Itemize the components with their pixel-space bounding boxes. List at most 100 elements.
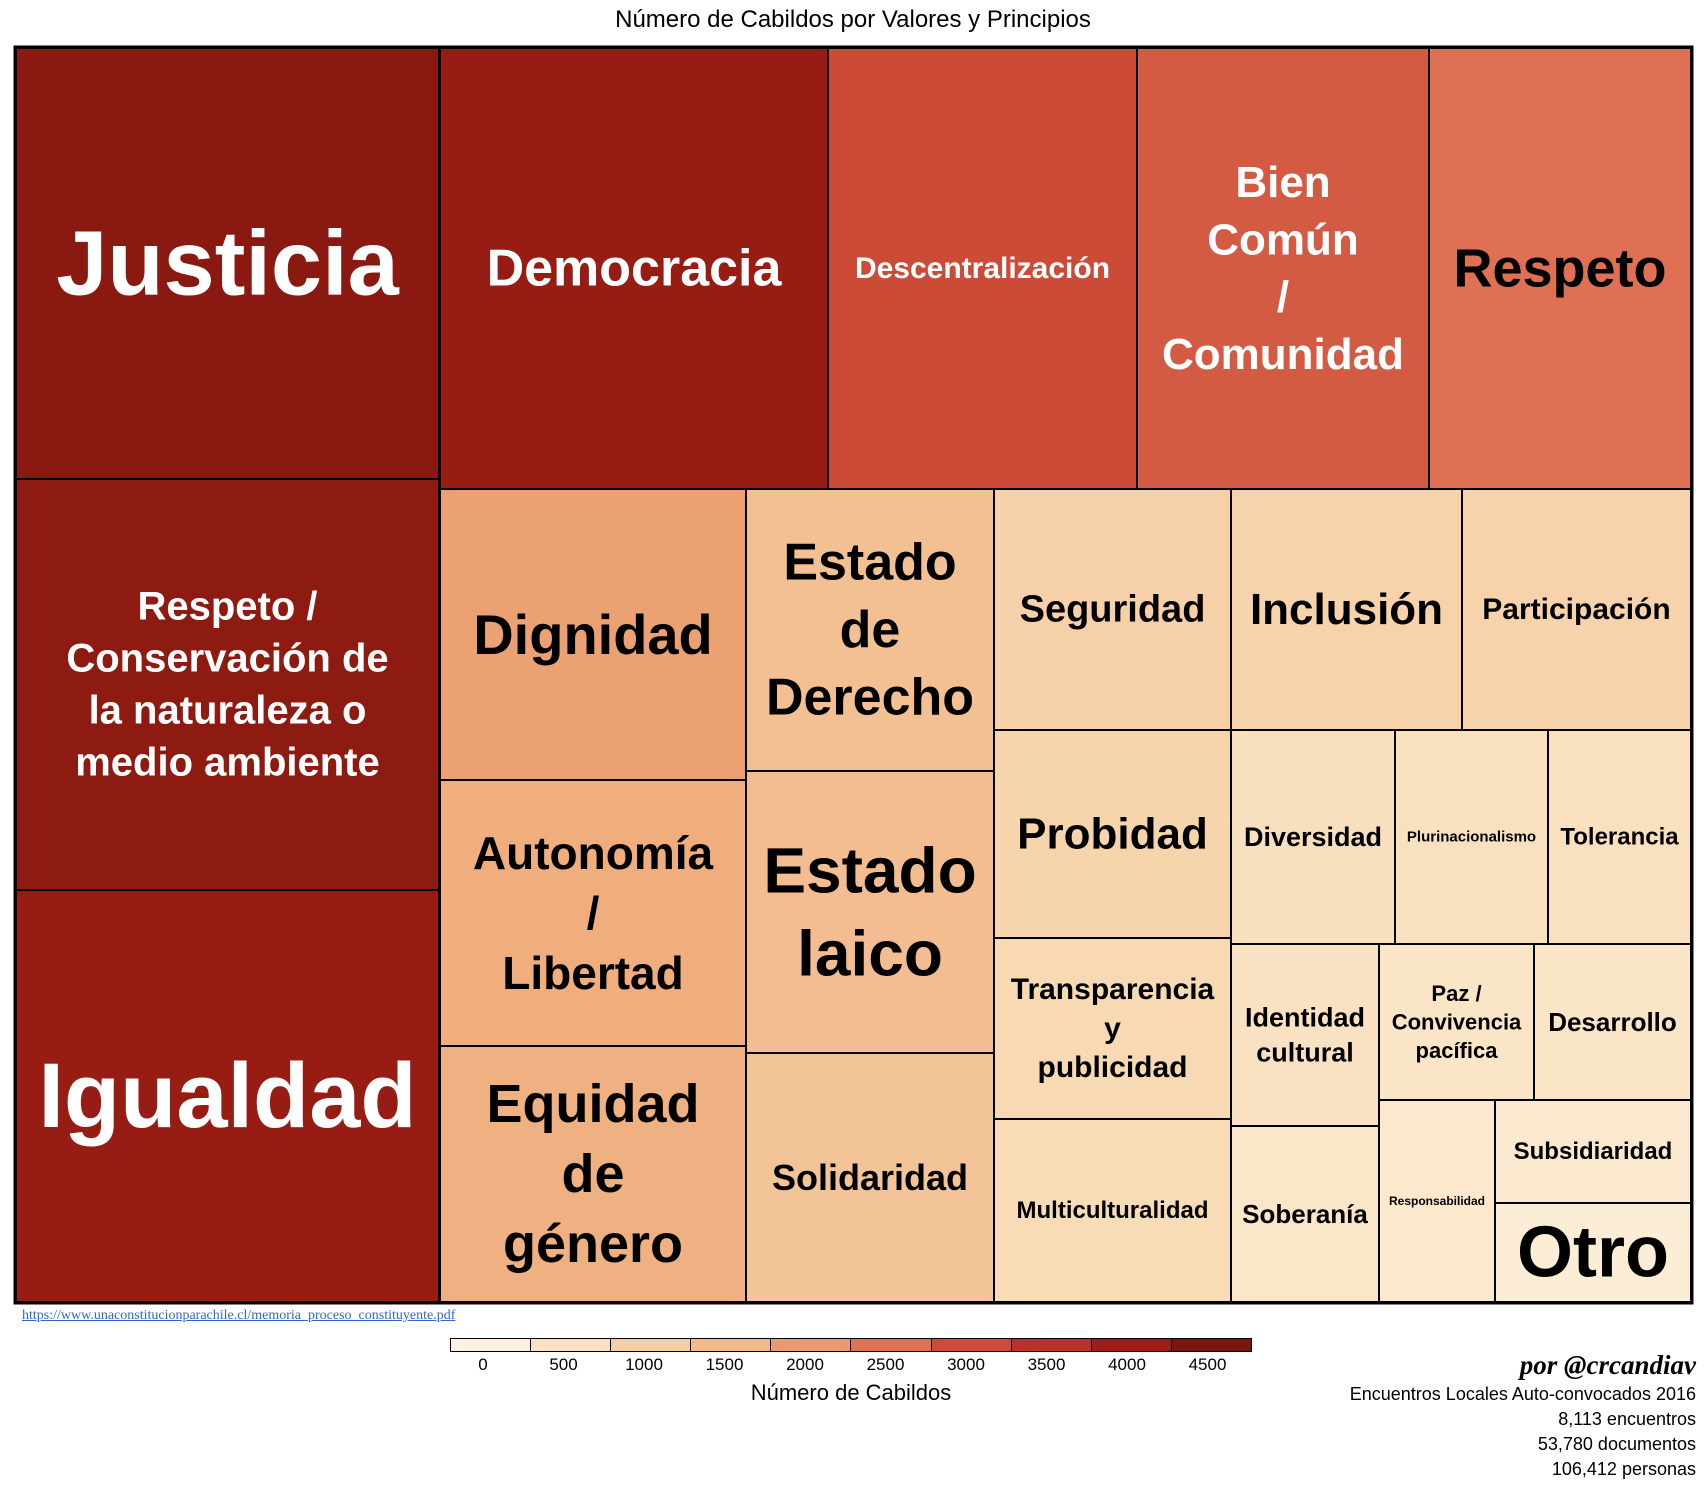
treemap-cell-label: Solidaridad: [772, 1157, 968, 1198]
treemap-cell-label: Derecho: [766, 669, 974, 727]
chart-title: Número de Cabildos por Valores y Princip…: [615, 6, 1091, 33]
treemap-cell: Democracia: [439, 47, 829, 490]
legend-swatch: [1011, 1339, 1092, 1351]
legend-color-bar: [450, 1338, 1252, 1352]
treemap-cell-label: Identidad: [1245, 1002, 1365, 1032]
treemap-cell-label: Democracia: [487, 240, 783, 298]
legend-tick-label: 1000: [625, 1355, 663, 1374]
legend-swatch: [691, 1339, 772, 1351]
treemap-cell-label: Respeto: [1453, 239, 1666, 299]
treemap-cell-rect: [1378, 943, 1535, 1101]
treemap-cell: Autonomía / Libertad: [439, 779, 747, 1047]
treemap-cell-rect: [15, 478, 440, 891]
legend-swatch: [771, 1339, 852, 1351]
treemap-cell-label: y: [1104, 1012, 1121, 1045]
treemap-cell-rect: [745, 770, 995, 1054]
treemap-cell: Desarrollo: [1533, 943, 1692, 1101]
treemap-cell-label: Bien: [1235, 158, 1330, 207]
treemap-cell: Bien Común / Comunidad: [1136, 47, 1430, 490]
treemap-cell: Estado de Derecho: [745, 488, 995, 772]
treemap: Justicia Democracia Respeto / Conservación …: [13, 45, 1694, 1305]
treemap-cell-label: Estado: [763, 834, 976, 906]
treemap-cell-label: cultural: [1256, 1038, 1354, 1068]
treemap-cell-label: publicidad: [1038, 1051, 1188, 1084]
treemap-cell-label: Transparencia: [1011, 973, 1215, 1006]
legend-swatch: [1171, 1339, 1251, 1351]
treemap-cell-rect: [15, 47, 440, 480]
treemap-cell-rect: [1230, 1125, 1380, 1303]
treemap-cell: Identidad cultural: [1230, 943, 1380, 1127]
legend-swatch: [931, 1339, 1012, 1351]
treemap-cell: Respeto: [1428, 47, 1692, 490]
treemap-cell-rect: [1547, 729, 1692, 945]
credit-line-3: 53,780 documentos: [1537, 1434, 1696, 1454]
treemap-cell-label: Equidad: [487, 1074, 700, 1134]
treemap-cell-label: Plurinacionalismo: [1407, 829, 1536, 846]
treemap-cell-label: Estado: [783, 533, 956, 591]
treemap-cell: Seguridad: [993, 488, 1232, 731]
legend-swatch: [1091, 1339, 1172, 1351]
credit-line-1: Encuentros Locales Auto-convocados 2016: [1349, 1384, 1696, 1404]
treemap-cell-label: /: [587, 887, 600, 939]
treemap-cell-label: Conservación de: [66, 637, 388, 681]
legend-swatch: [851, 1339, 932, 1351]
treemap-cell-label: Subsidiaridad: [1514, 1138, 1673, 1165]
treemap-border: [13, 45, 1694, 1305]
treemap-cell-rect: [1461, 488, 1692, 731]
treemap-cell-label: Probidad: [1017, 810, 1208, 859]
treemap-cell-rect: [1230, 943, 1380, 1127]
treemap-cell-label: Inclusión: [1250, 585, 1443, 634]
treemap-cell-label: /: [1277, 273, 1289, 322]
treemap-cell-label: Tolerancia: [1560, 824, 1679, 851]
color-legend: 0 500 1000 1500 2000 2500 3000 3500 4000 4500 Núm…: [450, 1338, 1252, 1406]
treemap-cell-label: Justicia: [56, 213, 399, 315]
legend-tick-label: 2500: [866, 1355, 905, 1374]
treemap-cell: Responsabilidad: [1378, 1099, 1496, 1303]
treemap-cell-rect: [1230, 488, 1463, 731]
treemap-cell-label: de: [840, 601, 901, 659]
treemap-cell-label: Otro: [1517, 1213, 1669, 1293]
treemap-cell-rect: [745, 1052, 995, 1303]
treemap-cell-rect: [1494, 1099, 1692, 1204]
treemap-cell-label: Diversidad: [1244, 822, 1382, 852]
treemap-cell-rect: [993, 729, 1232, 939]
treemap-cell-label: Participación: [1482, 593, 1670, 626]
legend-tick-label: 0: [478, 1355, 488, 1374]
credits: por @crcandiav Encuentros Locales Auto-c…: [1350, 1348, 1696, 1482]
treemap-cell-label: Dignidad: [473, 603, 713, 666]
treemap-cell-label: de: [561, 1144, 624, 1204]
treemap-cell-label: género: [503, 1214, 683, 1274]
treemap-cell-label: la naturaleza o: [89, 689, 367, 733]
treemap-cell: Igualdad: [15, 889, 440, 1303]
treemap-cell-rect: [993, 937, 1232, 1120]
treemap-cell: Justicia: [15, 47, 440, 480]
credit-line-4: 106,412 personas: [1551, 1459, 1696, 1479]
treemap-cell: Descentralización: [827, 47, 1138, 490]
credit-line-2: 8,113 encuentros: [1558, 1409, 1696, 1429]
legend-tick-label: 4000: [1108, 1355, 1146, 1374]
treemap-cell-label: Paz /: [1431, 981, 1481, 1006]
treemap-cell-rect: [1394, 729, 1549, 945]
treemap-cell-label: Libertad: [502, 947, 683, 999]
treemap-cell-rect: [827, 47, 1138, 490]
treemap-cell-rect: [993, 1118, 1232, 1303]
legend-tick-label: 4500: [1188, 1355, 1227, 1374]
treemap-cell-rect: [1136, 47, 1430, 490]
treemap-cell-rect: [439, 779, 747, 1047]
legend-swatch: [531, 1339, 612, 1351]
legend-tick-label: 500: [549, 1355, 578, 1374]
treemap-cell-rect: [1494, 1202, 1692, 1303]
credit-author: por @crcandiav: [1519, 1350, 1696, 1380]
treemap-cell: Respeto / Conservación de la naturaleza o m…: [15, 478, 440, 891]
source-link[interactable]: https://www.unaconstitucionparachile.cl/…: [22, 1308, 456, 1323]
treemap-cell-label: Convivencia: [1392, 1010, 1522, 1035]
treemap-cell: Tolerancia: [1547, 729, 1692, 945]
treemap-cell: Diversidad: [1230, 729, 1396, 945]
treemap-cell: Estado laico: [745, 770, 995, 1054]
legend-tick-label: 1500: [705, 1355, 744, 1374]
treemap-cell-rect: [1533, 943, 1692, 1101]
legend-swatch: [451, 1339, 532, 1351]
treemap-cell-label: pacífica: [1416, 1038, 1499, 1063]
treemap-cell-label: Comunidad: [1162, 330, 1404, 379]
treemap-cell-label: Desarrollo: [1548, 1007, 1677, 1037]
